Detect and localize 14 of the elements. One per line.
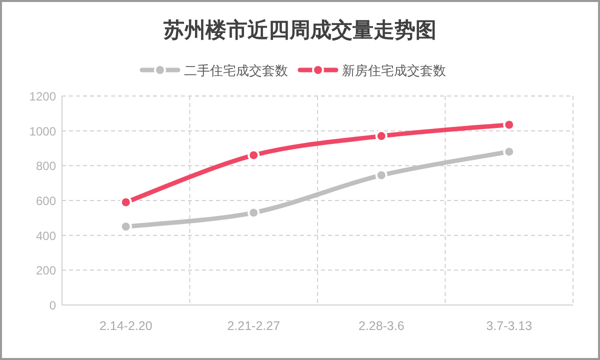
x-tick-label: 3.7-3.13 — [486, 319, 532, 333]
x-tick-label: 2.14-2.20 — [99, 319, 152, 333]
y-tick-label: 200 — [36, 264, 56, 278]
y-tick-label: 600 — [36, 194, 56, 208]
chart-title: 苏州楼市近四周成交量走势图 — [162, 18, 436, 42]
legend-label: 新房住宅成交套数 — [342, 63, 446, 78]
y-tick-label: 0 — [49, 298, 56, 312]
y-tick-label: 1200 — [29, 90, 56, 104]
x-tick-label: 2.28-3.6 — [358, 319, 404, 333]
legend-label: 二手住宅成交套数 — [184, 63, 288, 78]
y-tick-label: 400 — [36, 228, 56, 243]
y-tick-label: 1000 — [29, 124, 56, 138]
x-tick-label: 2.21-2.27 — [227, 319, 280, 333]
y-tick-label: 800 — [36, 159, 56, 174]
